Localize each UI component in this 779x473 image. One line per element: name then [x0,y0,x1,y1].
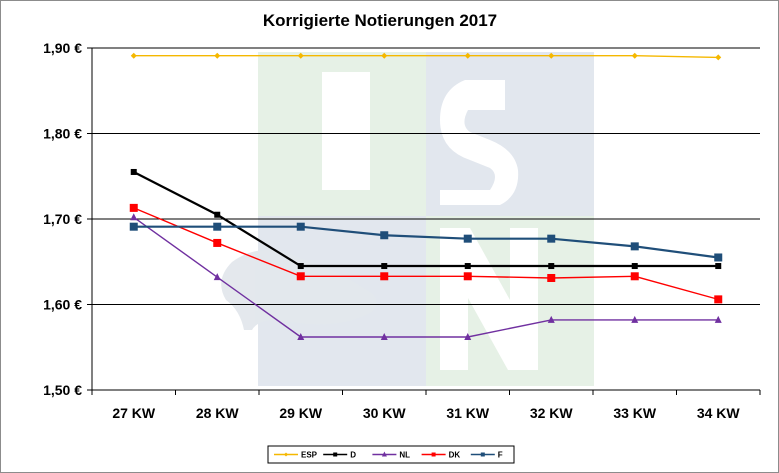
legend-marker [480,452,485,457]
legend-entry-esp: ESP [274,451,318,460]
series-line-nl [133,216,719,338]
series-dk [129,203,723,304]
data-point-f [296,222,305,231]
data-point-esp [715,54,722,61]
data-point-esp [548,52,555,59]
data-point-dk [296,272,305,281]
data-point-esp [297,52,304,59]
axes: 1,50 € 1,60 € 1,70 € 1,80 € 1,90 € 27 KW 28 KW… [43,40,761,421]
y-tick-label: 1,50 € [43,382,82,398]
data-point-d [381,263,388,270]
data-point-d [214,211,221,218]
data-point-d [715,263,722,270]
data-point-nl [631,315,639,323]
x-tick-label: 32 KW [530,405,574,421]
series-line-f [133,225,719,259]
legend-label: F [498,451,503,460]
series-line-dk [133,207,719,301]
data-point-f [129,222,138,231]
data-point-dk [714,295,723,304]
data-point-nl [213,273,221,281]
legend-entry-f: F [470,451,503,460]
y-tick-label: 1,80 € [43,126,82,142]
data-point-nl [547,315,555,323]
data-point-d [130,168,137,175]
legend: ESP D NL DK F [267,445,515,464]
x-tick-label: 29 KW [279,405,323,421]
legend-label: DK [449,451,461,460]
data-point-nl [714,315,722,323]
data-point-esp [214,52,221,59]
data-point-f [547,234,556,243]
legend-marker [381,451,387,457]
data-point-nl [130,213,138,221]
x-tick-label: 30 KW [363,405,407,421]
data-point-esp [631,52,638,59]
data-point-d [297,263,304,270]
data-point-esp [130,52,137,59]
legend-label: ESP [301,451,318,460]
data-point-nl [464,332,472,340]
series-esp [130,52,722,61]
series-nl [130,213,722,340]
data-point-dk [463,272,472,281]
y-tick-label: 1,60 € [43,297,82,313]
data-point-f [463,234,472,243]
legend-entry-nl: NL [372,451,410,460]
data-point-dk [129,203,138,212]
isn-watermark-logo [221,52,594,386]
legend-marker [284,452,288,457]
data-point-nl [297,332,305,340]
series-line-d [133,170,719,268]
series-d [130,168,722,270]
data-point-dk [547,273,556,282]
series-line-esp [133,54,719,59]
data-point-dk [630,272,639,281]
x-tick-label: 33 KW [613,405,657,421]
data-point-dk [213,238,222,247]
data-point-f [714,253,723,262]
legend-marker [333,452,338,457]
x-tick-label: 28 KW [196,405,240,421]
data-point-f [213,222,222,231]
x-tick-label: 27 KW [112,405,156,421]
series-layer [129,52,723,340]
legend-entry-dk: DK [421,451,461,460]
legend-entry-d: D [323,451,356,460]
data-point-d [464,263,471,270]
y-tick-label: 1,90 € [43,40,82,56]
data-point-d [631,263,638,270]
legend-label: D [350,451,356,460]
legend-label: NL [399,451,410,460]
data-point-nl [380,332,388,340]
data-point-f [380,231,389,240]
data-point-d [548,263,555,270]
data-point-f [630,242,639,251]
legend-marker [431,452,436,457]
y-tick-label: 1,70 € [43,211,82,227]
x-tick-label: 31 KW [446,405,490,421]
chart-title: Korrigierte Notierungen 2017 [263,11,497,30]
series-f [129,222,723,262]
data-point-esp [381,52,388,59]
data-point-esp [464,52,471,59]
data-point-dk [380,272,389,281]
x-tick-label: 34 KW [697,405,741,421]
